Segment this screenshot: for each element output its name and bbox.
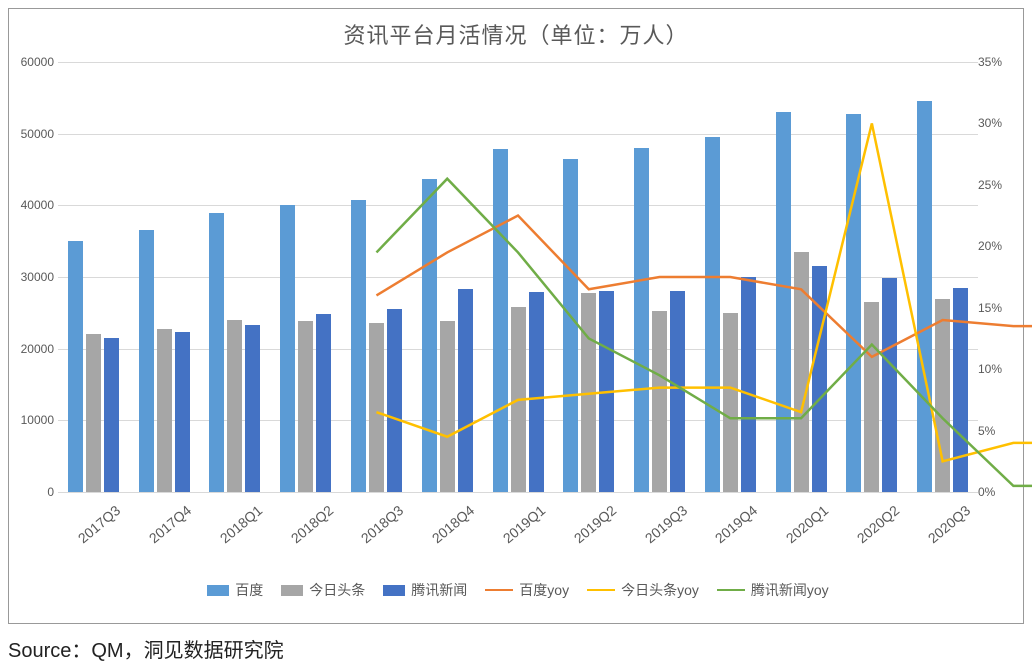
y-left-tick: 60000 — [18, 55, 54, 69]
legend-line-swatch — [587, 589, 615, 591]
y-left-tick: 30000 — [18, 270, 54, 284]
source-text: Source：QM，洞见数据研究院 — [8, 634, 284, 663]
y-left-tick: 10000 — [18, 413, 54, 427]
chart-container: 资讯平台月活情况（单位：万人） 0 10000 20000 30000 40000 500… — [0, 0, 1032, 669]
y-right-tick: 20% — [978, 239, 1014, 253]
legend-line-swatch — [485, 589, 513, 591]
legend-label: 今日头条 — [309, 580, 365, 600]
y-right-tick: 30% — [978, 116, 1014, 130]
legend-label: 今日头条yoy — [621, 580, 699, 600]
y-left-tick: 40000 — [18, 198, 54, 212]
plot-area — [58, 62, 978, 492]
legend-label: 腾讯新闻yoy — [751, 580, 829, 600]
line-百度yoy — [376, 216, 1032, 357]
legend-label: 百度 — [235, 580, 263, 600]
y-right-tick: 15% — [978, 301, 1014, 315]
lines-layer — [58, 62, 978, 492]
legend-label: 百度yoy — [519, 580, 569, 600]
legend-item: 腾讯新闻 — [383, 580, 467, 600]
line-腾讯新闻yoy — [376, 179, 1032, 486]
legend: 百度 今日头条 腾讯新闻 百度yoy 今日头条yoy 腾讯新闻yoy — [58, 580, 978, 600]
legend-swatch — [383, 585, 405, 596]
legend-item: 百度 — [207, 580, 263, 600]
y-right-tick: 25% — [978, 178, 1014, 192]
legend-item: 百度yoy — [485, 580, 569, 600]
y-left-tick: 20000 — [18, 342, 54, 356]
legend-swatch — [281, 585, 303, 596]
gridline — [58, 492, 978, 493]
y-right-tick: 0% — [978, 485, 1014, 499]
y-right-tick: 35% — [978, 55, 1014, 69]
legend-swatch — [207, 585, 229, 596]
legend-item: 腾讯新闻yoy — [717, 580, 829, 600]
chart-title: 资讯平台月活情况（单位：万人） — [0, 18, 1032, 50]
y-right-tick: 5% — [978, 424, 1014, 438]
legend-item: 今日头条 — [281, 580, 365, 600]
legend-line-swatch — [717, 589, 745, 591]
y-left-tick: 0 — [18, 485, 54, 499]
legend-item: 今日头条yoy — [587, 580, 699, 600]
legend-label: 腾讯新闻 — [411, 580, 467, 600]
y-right-tick: 10% — [978, 362, 1014, 376]
y-left-tick: 50000 — [18, 127, 54, 141]
